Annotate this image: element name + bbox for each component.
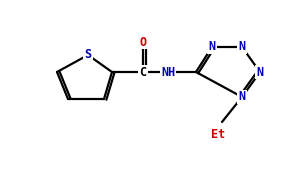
Text: Et: Et bbox=[211, 129, 225, 142]
Text: N: N bbox=[257, 66, 263, 79]
Text: N: N bbox=[238, 90, 245, 104]
Text: C: C bbox=[139, 66, 147, 79]
Text: S: S bbox=[84, 49, 91, 62]
Text: NH: NH bbox=[161, 66, 175, 79]
Text: O: O bbox=[139, 35, 147, 49]
Text: N: N bbox=[238, 41, 245, 54]
Text: N: N bbox=[208, 41, 216, 54]
